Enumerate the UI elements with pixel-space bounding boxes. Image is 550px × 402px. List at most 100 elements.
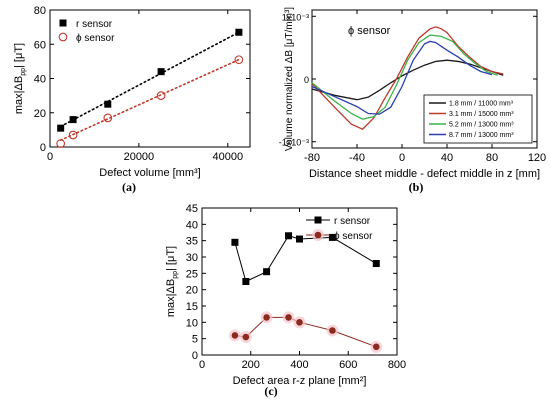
y-tick-label: 30: [186, 252, 198, 264]
y-tick-label: 15: [186, 301, 198, 313]
data-point: [69, 116, 77, 124]
legend-marker: [58, 32, 68, 42]
y-tick-label: 1x10⁻³: [282, 12, 309, 22]
x-tick-label: 120: [528, 152, 546, 164]
y-tick-label: 40: [186, 219, 198, 231]
x-tick-label: -40: [349, 152, 365, 164]
y-tick-label: 35: [186, 236, 198, 248]
panel-caption: (b): [409, 180, 424, 194]
x-tick-label: 200: [242, 359, 260, 371]
y-tick-label: 0: [304, 75, 309, 85]
data-point: [103, 113, 113, 123]
fit-line: [59, 58, 240, 141]
series-5-2-mm-13000-mm-: [311, 34, 498, 120]
y-tick-label: 10: [186, 317, 198, 329]
x-tick-label: 80: [486, 152, 498, 164]
series-r-sensor: [57, 28, 243, 132]
y-tick-label: 20: [186, 285, 198, 297]
y-tick-label: 0: [192, 350, 198, 362]
y-axis-label-part: max|ΔB: [13, 76, 25, 114]
data-point: [56, 139, 66, 148]
legend-label: r sensor: [76, 19, 113, 30]
legend-label: r sensor: [334, 216, 371, 227]
data-point: [263, 268, 271, 276]
x-axis-label: Distance sheet middle - defect middle in…: [309, 168, 540, 180]
y-axis-label-part: max|ΔB: [165, 279, 177, 317]
data-point: [263, 314, 270, 321]
series-line: [311, 34, 498, 120]
series-line: [234, 235, 377, 283]
y-axis-label: max|ΔBpp| [μT]: [165, 246, 179, 317]
panel-title: ϕ sensor: [348, 25, 391, 37]
legend-label: 5.2 mm / 13000 mm³: [449, 122, 514, 129]
data-point: [372, 343, 380, 351]
data-point: [231, 332, 239, 339]
x-tick-label: 600: [339, 359, 357, 371]
data-point: [68, 130, 78, 140]
data-point: [296, 319, 303, 326]
x-tick-label: 0: [199, 359, 205, 371]
y-tick-label: -1x10⁻³: [279, 138, 309, 148]
series-line: [234, 316, 377, 348]
legend-label: 3.1 mm / 15000 mm³: [449, 111, 514, 118]
y-tick-label: 20: [34, 108, 46, 120]
series--sensor: [228, 311, 383, 353]
x-tick-label: 0: [399, 152, 405, 164]
panel-b: -80 -40 0 40 80 120 1x10⁻³ 0 -1x10⁻³ Distance she…: [279, 7, 546, 194]
legend-marker: [314, 216, 322, 224]
x-tick-label: 400: [290, 359, 308, 371]
data-point: [104, 100, 112, 108]
legend-label: 1.8 mm / 11000 mm³: [449, 101, 514, 108]
y-axis-label-subscript: pp: [20, 68, 27, 76]
data-point: [329, 327, 336, 334]
panel-a: 0 20000 40000 0 20 40 60 80 Defect volume [mm³] m…: [13, 5, 251, 194]
x-axis-label: Defect area r-z plane [mm²]: [233, 375, 367, 387]
y-axis-label-subscript: pp: [172, 271, 179, 279]
y-tick-label: 5: [192, 334, 198, 346]
x-tick-label: 40: [441, 152, 453, 164]
y-tick-label: 60: [34, 39, 46, 51]
panel-c: 0 200 400 600 800 0 5 10 15 20 25 30 35 40 45 Defect ar…: [165, 203, 406, 398]
legend-label: ϕ sensor: [76, 33, 115, 44]
data-point: [285, 314, 292, 321]
y-axis-label-part: | [μT]: [165, 246, 177, 271]
y-tick-label: 80: [34, 5, 46, 17]
y-tick-label: 25: [186, 268, 198, 280]
data-point: [296, 235, 303, 243]
series-8-7-mm-13000-mm-: [311, 40, 493, 115]
data-point: [231, 238, 239, 246]
legend-label: ϕ sensor: [334, 231, 373, 242]
panel-caption: (a): [122, 180, 136, 194]
data-point: [285, 232, 293, 240]
x-tick-label: 800: [388, 359, 406, 371]
data-point: [234, 55, 244, 65]
data-point: [157, 68, 165, 76]
data-point: [156, 91, 166, 100]
data-point: [372, 260, 380, 268]
data-point: [235, 28, 243, 36]
series-line: [311, 59, 504, 101]
data-point: [242, 278, 250, 285]
series-line: [311, 26, 504, 130]
y-tick-label: 45: [186, 203, 198, 215]
legend-marker: [59, 19, 67, 27]
x-tick-label: 0: [47, 151, 53, 163]
plot-frame: [49, 9, 251, 148]
legend-label: 8.7 mm / 13000 mm³: [449, 132, 514, 139]
x-tick-label: 20000: [124, 151, 155, 163]
legend-marker: [314, 231, 322, 239]
y-tick-label: 0: [40, 142, 46, 154]
x-axis-label: Defect volume [mm³]: [99, 167, 200, 179]
y-axis-label-part: | [μT]: [13, 43, 25, 68]
data-point: [57, 124, 65, 132]
series-1-8-mm-11000-mm-: [311, 59, 504, 101]
series-line: [311, 40, 493, 115]
data-point: [242, 333, 250, 341]
y-axis-label: Volume normalized ΔB [μT/mm³]: [284, 7, 295, 151]
y-tick-label: 40: [34, 74, 46, 86]
series-3-1-mm-15000-mm-: [311, 26, 504, 130]
series-r-sensor: [231, 232, 380, 285]
x-tick-label: 40000: [212, 151, 243, 163]
data-point: [328, 233, 336, 241]
